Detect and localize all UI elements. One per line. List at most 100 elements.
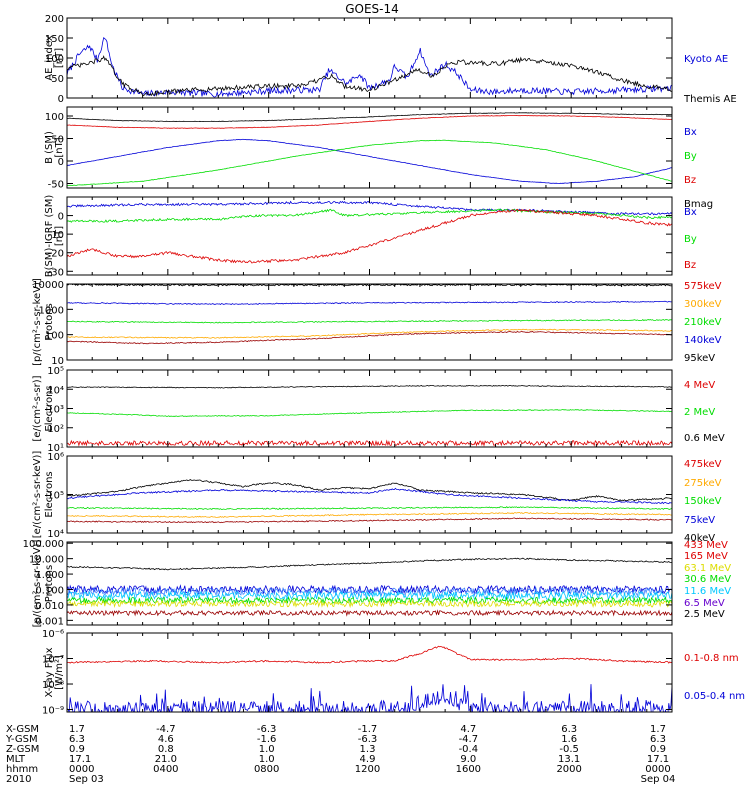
table-cell: -0.5 [559,744,579,755]
y-tick-label: -10 [48,230,64,241]
series-bz [67,208,672,264]
table-cell: 0.8 [158,744,174,755]
table-cell: Sep 03 [69,774,104,785]
series-210kev [67,319,672,324]
table-cell: 1.7 [69,724,85,735]
table-cell: 17.1 [69,754,91,765]
y-tick-label: 0 [58,212,64,223]
panel-8: 10⁻⁹ 10⁻⁸ 10⁻⁷ 10⁻⁶ X-ray Flux [W/m²] 0.1-0.8 … [42,629,745,717]
panel-frame [66,196,673,276]
table-cell: 1.7 [650,724,666,735]
legend-30-6-mev: 30.6 MeV [684,574,731,585]
legend-bx: Bx [684,207,697,218]
y-tick-label: 10.000 [29,555,64,566]
series-0-1-0-8-nm [67,645,672,664]
y-tick-label: 10⁻⁶ [42,629,64,640]
series-150kev [67,506,672,511]
y-tick-label: 10⁴ [47,385,64,396]
y-tick-label: 0.010 [35,601,64,612]
y-tick-label: -30 [48,267,64,278]
series-by [67,139,672,187]
y-axis-label: Protons [44,303,55,340]
table-cell: 2000 [556,764,581,775]
y-axis-label: B(SM)-IGRF (SM) [44,195,55,278]
table-cell: 0.9 [69,744,85,755]
table-cell: 0800 [254,764,279,775]
legend-140kev: 140keV [684,335,722,346]
table-cell: 4.7 [460,724,476,735]
legend-11-6-mev: 11.6 MeV [684,586,731,597]
panel-frame [66,455,673,534]
table-row-label: hhmm [6,764,38,775]
table-cell: -6.3 [358,734,378,745]
panel-4: 10 100 1000 10000 Protons[p/(cm²-s-sr-keV)] 5… [32,278,722,367]
y-tick-label: 10⁶ [47,452,64,463]
table-cell: 21.0 [155,754,177,765]
y-axis-label: AE_index [44,35,55,81]
panel-frame [66,369,673,448]
table-row-label: Z-GSM [6,744,39,755]
series-475kev [67,478,672,502]
ephemeris-table: X-GSM 1.7 -4.7 -6.3 -1.7 4.7 6.3 1.7Y-GSM 6.3 4.6… [5,724,675,785]
y-tick-label: 100 [45,331,64,342]
y-axis-unit: [p/(cm²-s-sr-keV)] [32,540,43,628]
table-cell: 6.3 [69,734,85,745]
y-axis-label: Protons [44,565,55,602]
table-cell: 17.1 [647,754,669,765]
y-tick-label: 100.000 [23,539,64,550]
table-cell: 0000 [69,764,94,775]
table-cell: 13.1 [558,754,580,765]
panel-2: -50 0 50 100 B (SM) [nT] Bx By Bz Bmag [44,106,713,210]
series-by [67,208,672,223]
table-cell: 0000 [645,764,670,775]
table-cell: 6.3 [650,734,666,745]
table-row-label: 2010 [6,774,31,785]
series-140kev [67,328,672,339]
legend-4-mev: 4 MeV [684,380,715,391]
legend-2-mev: 2 MeV [684,407,715,418]
y-tick-label: 50 [51,74,64,85]
table-cell: 4.6 [158,734,174,745]
panel-6: 10⁴ 10⁵ 10⁶ Electrons[e/(cm²-s-sr-keV)] 475k… [32,451,722,544]
legend-575kev: 575keV [684,281,722,292]
y-axis-unit: [nT] [54,137,65,157]
legend-475kev: 475keV [684,459,722,470]
y-tick-label: 50 [51,135,64,146]
legend-bmag: Bmag [684,199,713,210]
table-cell: 9.0 [460,754,476,765]
table-row-label: Y-GSM [5,734,38,745]
table-cell: -1.7 [358,724,378,735]
series-75kev [67,512,672,518]
legend-bx: Bx [684,127,697,138]
table-cell: 4.9 [360,754,376,765]
y-tick-label: 0 [58,94,64,105]
series-4-mev [67,385,672,389]
legend-275kev: 275keV [684,478,722,489]
table-row-label: MLT [6,754,26,765]
series-40kev [67,517,672,524]
table-cell: -1.6 [257,734,277,745]
y-tick-label: 10⁻⁷ [42,655,64,666]
y-tick-label: 10¹ [47,443,64,454]
series-433-mev [67,557,672,571]
series-275kev [67,487,672,505]
y-axis-unit: [nT] [54,226,65,246]
table-cell: -6.3 [257,724,277,735]
legend-by: By [684,234,697,245]
y-tick-label: 1000 [39,305,64,316]
table-cell: Sep 04 [641,774,676,785]
table-cell: 0.9 [650,744,666,755]
y-tick-label: 10⁻⁸ [42,680,64,691]
legend-2-5-mev: 2.5 MeV [684,609,725,620]
y-axis-label: X-ray Flux [44,647,55,697]
table-cell: 1200 [355,764,380,775]
series-bx [67,138,672,185]
series-themis-ae [67,55,672,97]
table-cell: -0.4 [459,744,479,755]
y-axis-unit: [e/(cm²-s-sr)] [32,375,43,441]
series-300kev [67,300,672,305]
table-cell: 6.3 [561,724,577,735]
y-tick-label: 0.100 [35,586,64,597]
legend-by: By [684,151,697,162]
